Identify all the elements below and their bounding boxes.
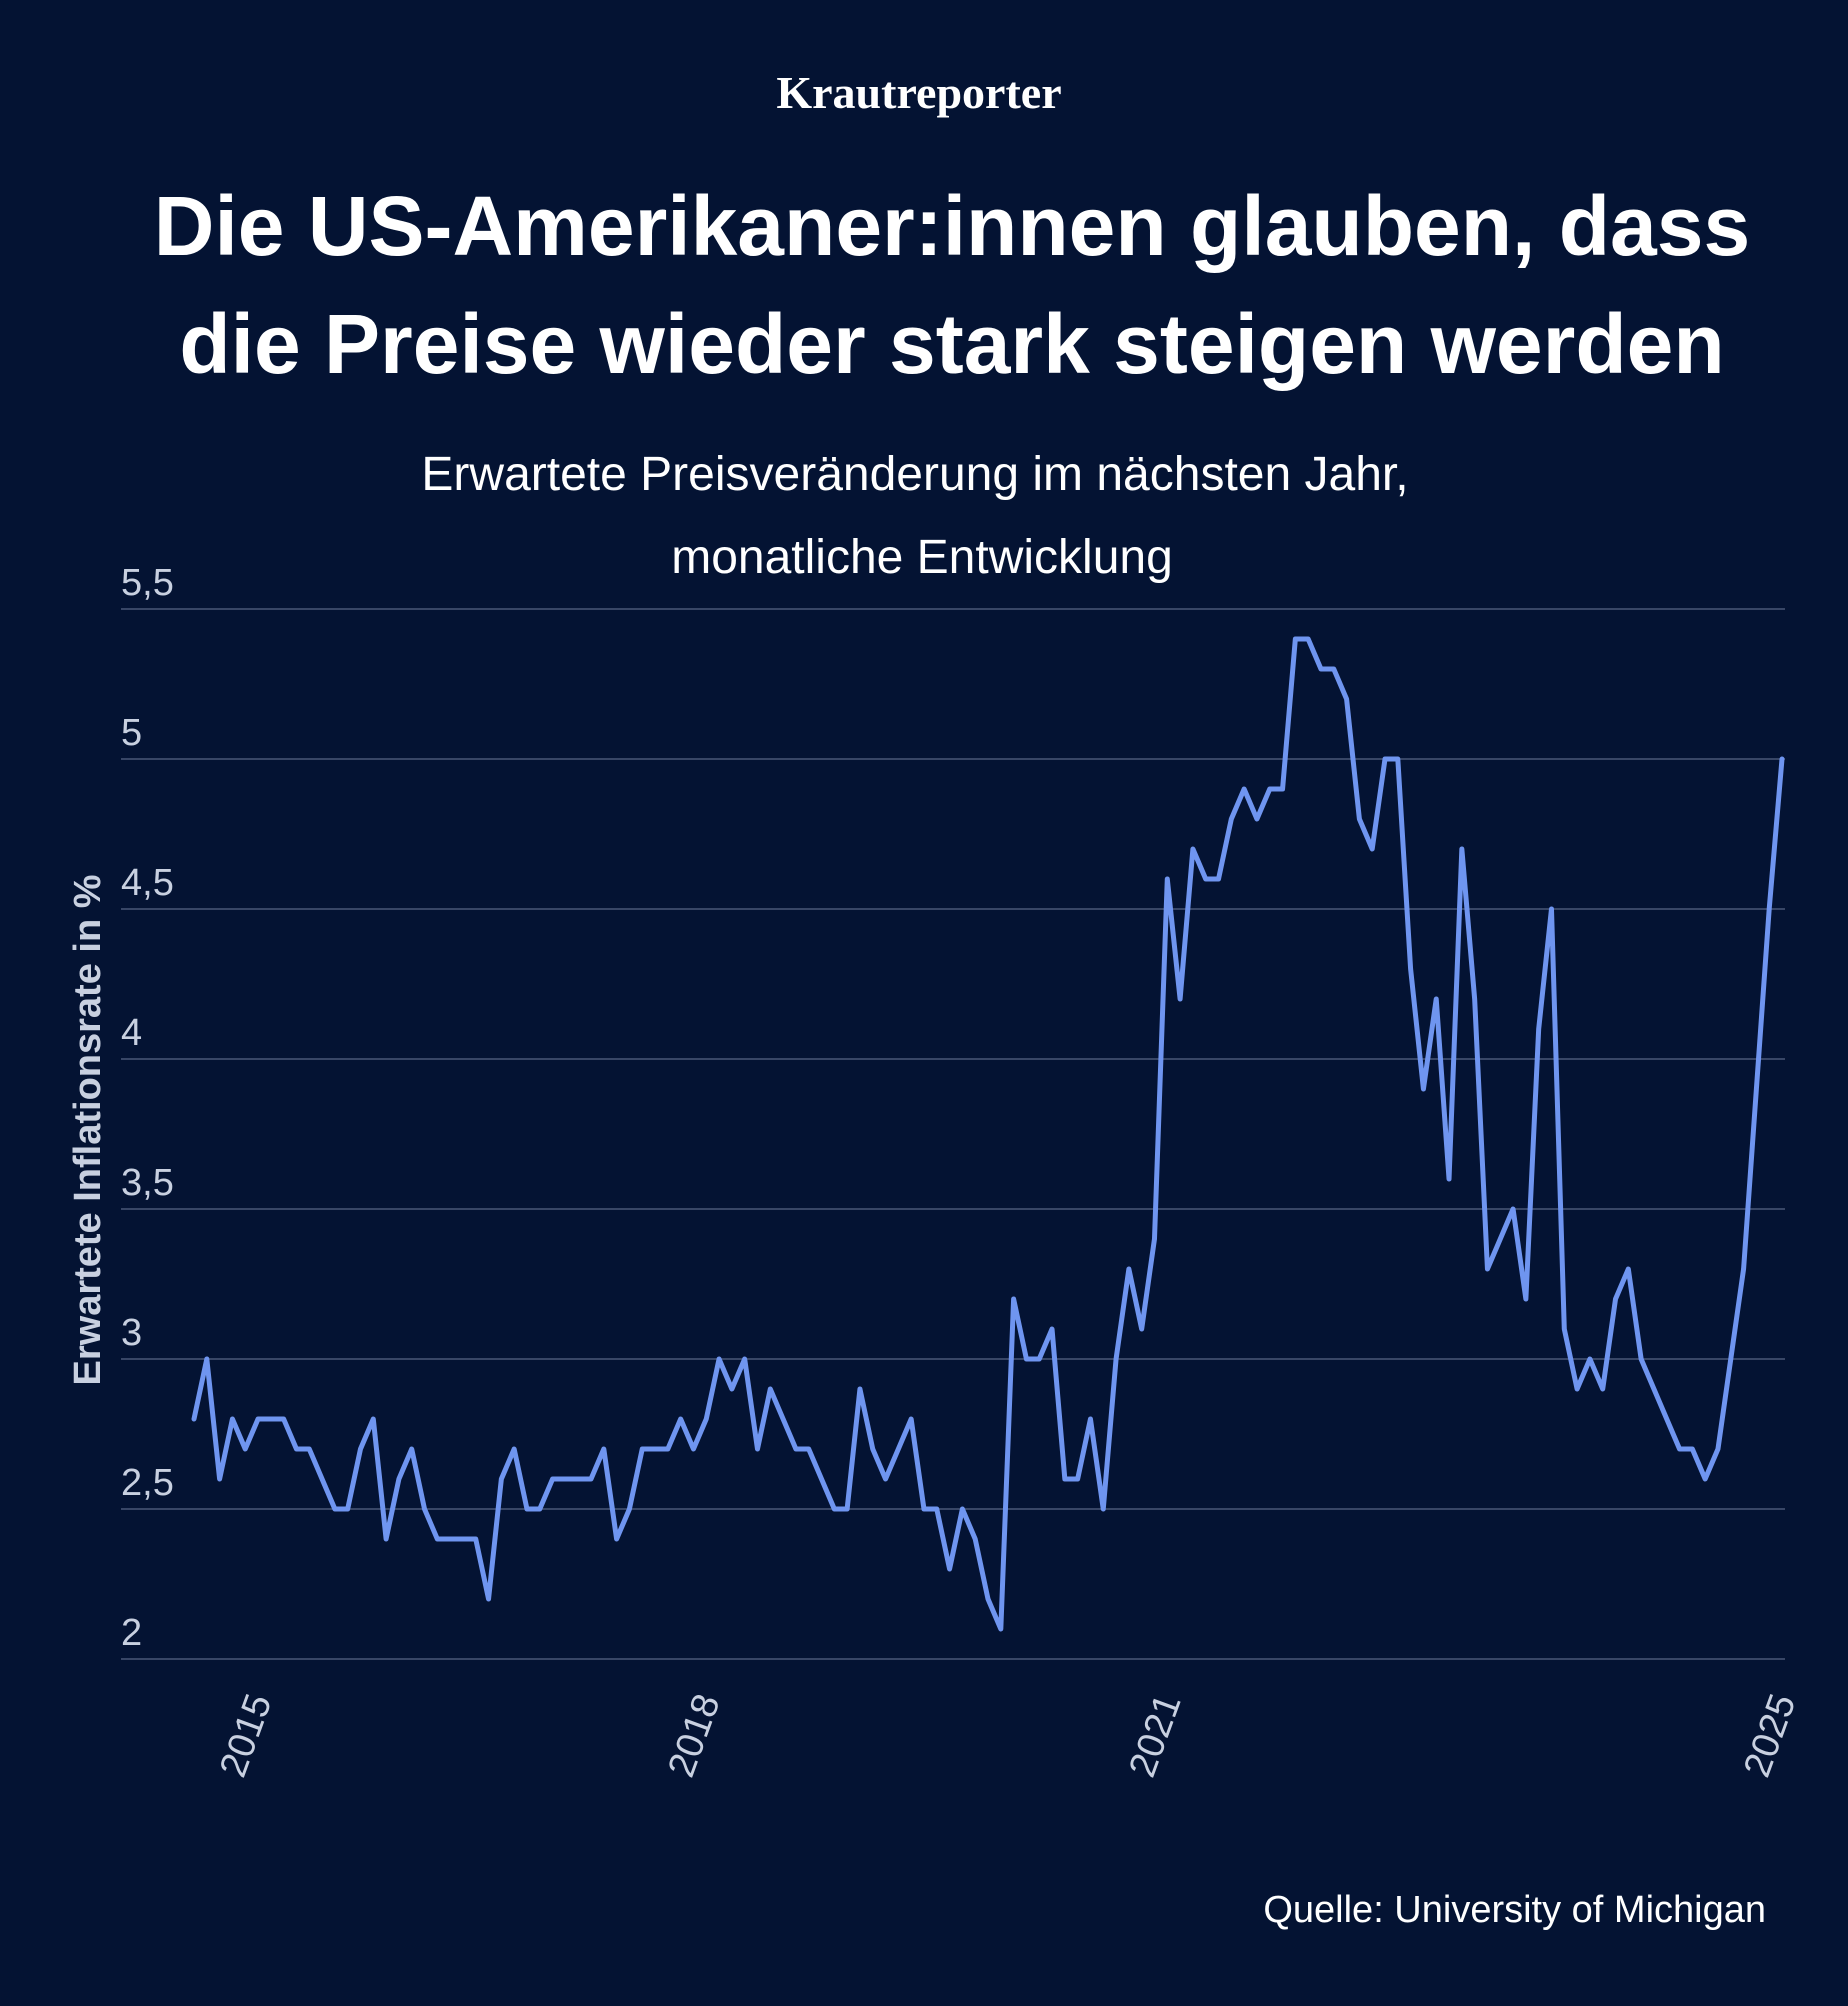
line <box>191 636 1785 1632</box>
y-axis-label: Erwartete Inflationsrate in % <box>67 874 109 1385</box>
chart-subtitle: monatliche Entwicklung <box>671 531 1173 584</box>
y-tick-label: 4 <box>121 1012 142 1054</box>
x-tick-label: 2018 <box>660 1689 728 1783</box>
chart-title: die Preise wieder stark steigen werden <box>179 297 1724 391</box>
chart-subtitle: Erwartete Preisveränderung im nächsten J… <box>421 448 1408 501</box>
y-tick-label: 2,5 <box>121 1462 174 1504</box>
y-tick-label: 2 <box>121 1612 142 1654</box>
chart-title: Die US-Amerikaner:innen glauben, dass <box>154 179 1750 273</box>
y-tick-label: 4,5 <box>121 862 174 904</box>
y-tick-label: 3,5 <box>121 1162 174 1204</box>
x-tick-label: 2025 <box>1736 1689 1804 1783</box>
y-tick-label: 5,5 <box>121 562 174 604</box>
y-tick-label: 5 <box>121 712 142 754</box>
y-tick-label: 3 <box>121 1312 142 1354</box>
x-tick-label: 2015 <box>212 1689 280 1783</box>
brand: Krautreporter <box>776 67 1061 118</box>
x-tick-label: 2021 <box>1121 1689 1189 1783</box>
source: Quelle: University of Michigan <box>1263 1889 1766 1931</box>
